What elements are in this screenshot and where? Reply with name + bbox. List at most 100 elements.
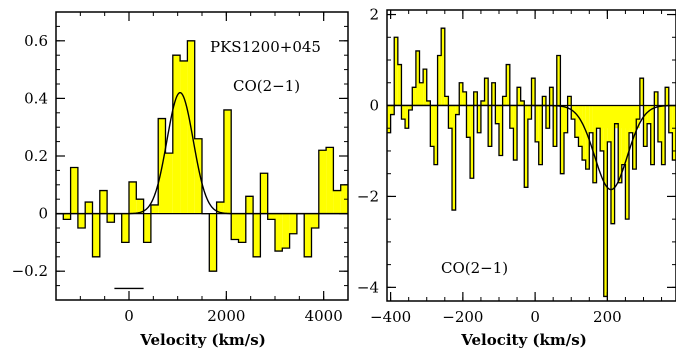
x-tick-label: 0 (530, 308, 540, 326)
histogram-bar (567, 96, 572, 106)
histogram-bar (589, 105, 593, 133)
histogram-bar (267, 213, 275, 220)
histogram-bar (488, 105, 492, 147)
y-tick-label: −0.2 (12, 262, 48, 280)
histogram-bar (600, 105, 604, 151)
histogram-bar (275, 213, 283, 252)
histogram-bar (618, 105, 622, 183)
histogram-bar (448, 105, 453, 129)
histogram-bar (585, 105, 590, 170)
histogram-bar (527, 105, 532, 120)
right-plot-area (387, 27, 676, 298)
y-tick-label: 0.6 (24, 32, 48, 50)
histogram-bar (437, 55, 442, 106)
histogram-bar (582, 105, 586, 161)
histogram-bar (538, 105, 543, 165)
histogram-bar (549, 87, 554, 106)
histogram-bar (289, 213, 297, 234)
histogram-bar (390, 105, 395, 115)
histogram-bar (466, 105, 471, 138)
right-x-axis-label: Velocity (km/s) (460, 331, 587, 349)
right-plot-frame (386, 9, 676, 302)
histogram-bar (426, 100, 431, 106)
histogram-bar (238, 213, 246, 243)
right-panel: −400 −200 0 200 −4 −2 0 2 CO(2−1) Velocity (km/… (357, 6, 676, 349)
histogram-bar (408, 105, 413, 111)
histogram-bar (444, 96, 449, 106)
histogram-bar (92, 213, 100, 257)
histogram-bar (668, 105, 673, 133)
histogram-bar (524, 105, 528, 188)
histogram-bar (423, 69, 427, 106)
histogram-bar (480, 100, 485, 106)
histogram-bar (282, 213, 290, 249)
left-ticks: 0 2000 4000 −0.2 0 0.2 0.4 0.6 (12, 11, 349, 325)
right-line-label: CO(2−1) (441, 259, 508, 277)
histogram-bar (107, 213, 115, 223)
histogram-bar (419, 82, 424, 106)
x-tick-label: 4000 (305, 307, 343, 325)
histogram-bar (441, 28, 445, 106)
histogram-bar (610, 105, 615, 224)
histogram-bar (556, 55, 561, 106)
histogram-bar (433, 105, 438, 165)
histogram-bar (520, 100, 525, 106)
histogram-bar (136, 199, 144, 214)
histogram-bar (513, 105, 518, 161)
histogram-bar (77, 213, 86, 228)
histogram-bar (63, 213, 71, 220)
histogram-bar (394, 37, 398, 106)
y-tick-label: 0.4 (24, 89, 48, 107)
histogram-bar (542, 96, 546, 106)
histogram-bar (592, 105, 597, 183)
histogram-bar (495, 105, 499, 124)
histogram-bar (603, 105, 608, 297)
left-panel: 0 2000 4000 −0.2 0 0.2 0.4 0.6 PKS1200+045 CO(2… (12, 11, 349, 349)
histogram-bar (253, 213, 261, 257)
histogram-bar (326, 147, 334, 214)
histogram-bar (150, 204, 159, 214)
histogram-bar (672, 105, 676, 161)
histogram-bar (661, 105, 666, 165)
left-plot-area (56, 40, 348, 290)
histogram-bar (194, 138, 202, 214)
x-tick-label: 2000 (207, 307, 245, 325)
histogram-bar (333, 190, 341, 214)
histogram-bar (636, 105, 640, 120)
histogram-bar (517, 87, 521, 106)
histogram-bar (625, 105, 630, 220)
histogram-bar (650, 105, 655, 165)
histogram-bar (491, 82, 496, 106)
histogram-bar (99, 190, 108, 214)
right-ticks: −400 −200 0 200 −4 −2 0 2 (357, 6, 676, 326)
histogram-bar (473, 91, 478, 106)
x-tick-label: −200 (442, 308, 483, 326)
histogram-bar (245, 196, 254, 214)
histogram-bar (430, 105, 434, 147)
histogram-bar (129, 181, 137, 214)
histogram-bar (459, 82, 463, 106)
histogram-bar (462, 91, 467, 106)
histogram-bar (260, 173, 268, 214)
histogram-bar (70, 167, 78, 214)
histogram-bar (401, 105, 406, 120)
histogram-bar (85, 202, 93, 214)
x-tick-label: 0 (124, 307, 134, 325)
left-line-label: CO(2−1) (233, 77, 300, 95)
histogram-bar (415, 50, 420, 106)
histogram-bar (621, 105, 626, 165)
histogram-bar (484, 78, 489, 106)
y-tick-label: 0 (38, 205, 48, 223)
histogram-bar (498, 105, 503, 156)
histogram-bar (647, 105, 651, 124)
histogram-bar (629, 105, 633, 133)
histogram-bar (564, 105, 568, 133)
histogram-bar (318, 150, 327, 214)
histogram-bar (614, 105, 619, 124)
histogram-bar (216, 202, 224, 214)
histogram-bar (502, 96, 507, 106)
histogram-bar (304, 213, 312, 257)
